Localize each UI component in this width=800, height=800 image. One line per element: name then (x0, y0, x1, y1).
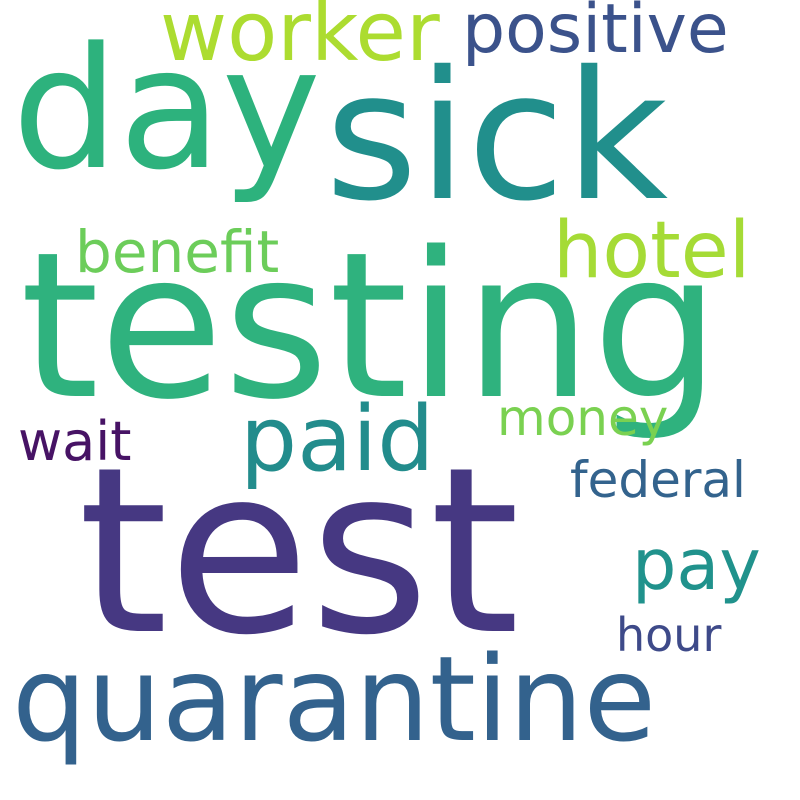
word-quarantine: quarantine (12, 630, 657, 768)
word-wait: wait (18, 410, 132, 473)
word-day: day (12, 11, 322, 207)
word-worker: worker (160, 0, 440, 80)
word-test: test (78, 419, 520, 686)
word-testing: testing (20, 208, 721, 444)
word-money: money (497, 389, 669, 447)
word-sick: sick (325, 33, 669, 240)
word-paid: paid (240, 387, 435, 492)
word-hour: hour (616, 608, 722, 662)
word-federal: federal (570, 451, 746, 509)
word-pay: pay (632, 524, 761, 606)
word-benefit: benefit (75, 218, 280, 286)
word-hotel: hotel (553, 206, 751, 296)
word-positive: positive (462, 0, 729, 69)
